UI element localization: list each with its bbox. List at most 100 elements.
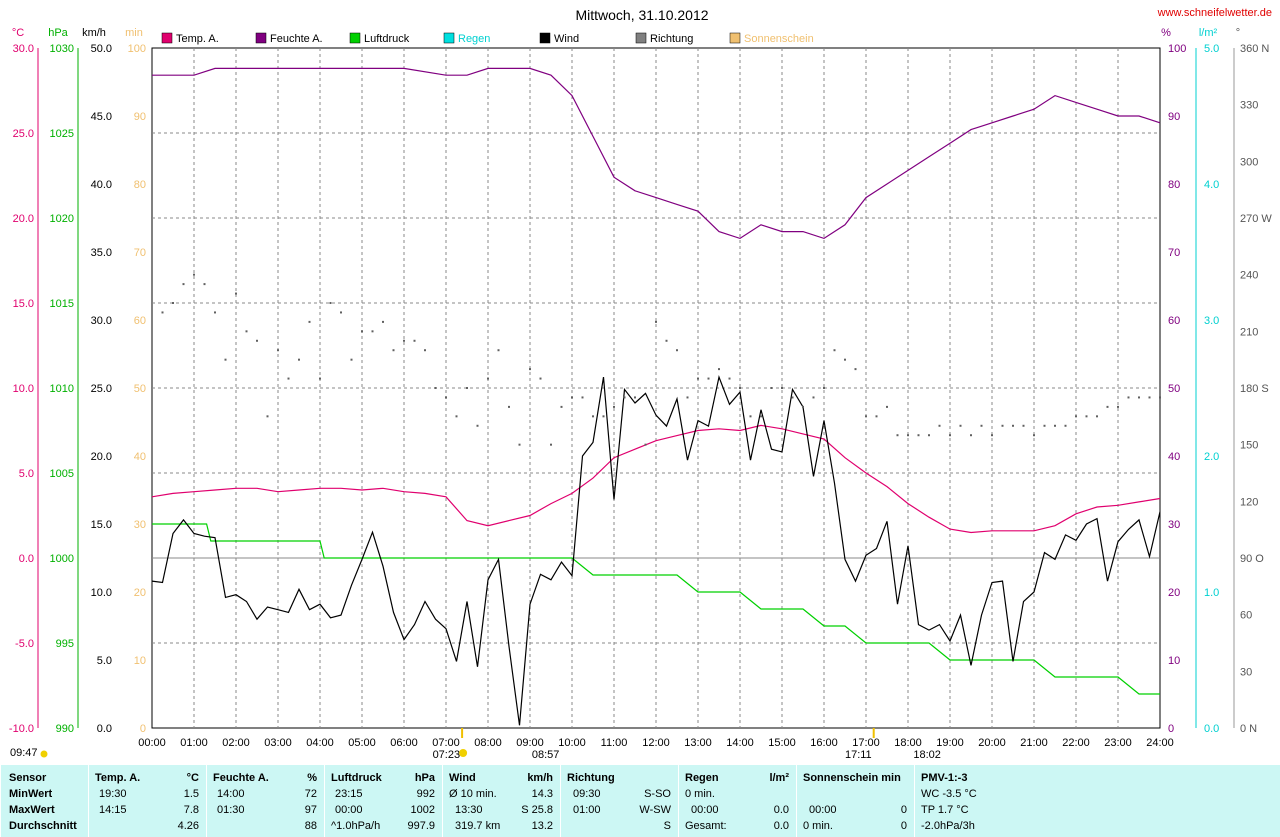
direction-point	[277, 349, 279, 352]
dir-avg: S	[663, 820, 671, 832]
direction-point	[970, 434, 972, 437]
direction-point	[1096, 415, 1098, 418]
rain-duration: 0 min.	[685, 788, 715, 800]
rain-max-time: 00:00	[691, 804, 719, 816]
unit-wind: km/h	[82, 27, 106, 39]
humidity-tick-label: 10	[1168, 655, 1180, 667]
time-tick-label: 23:00	[1104, 737, 1132, 749]
col-humidity: Feuchte A. % 14:00 01:30 72 97 88	[206, 765, 325, 837]
sun-tick-label: 20	[134, 587, 146, 599]
direction-point	[193, 273, 195, 276]
legend-swatch	[443, 32, 455, 44]
direction-point	[1138, 396, 1140, 399]
direction-point	[329, 302, 332, 304]
direction-point	[844, 358, 846, 361]
unit-temp: °C	[12, 27, 24, 39]
direction-point	[392, 349, 395, 352]
time-tick-label: 24:00	[1146, 737, 1174, 749]
sun-tick-label: 90	[134, 111, 146, 123]
dir-max-time: 01:00	[573, 804, 601, 816]
col-pressure: Luftdruck hPa 23:15 00:00 ^1.0hPa/h 992 …	[324, 765, 443, 837]
hum-min: 72	[304, 788, 317, 800]
wind-tick-label: 30.0	[91, 315, 112, 327]
sun-tick-label: 70	[134, 247, 146, 259]
rain-tick-label: 5.0	[1204, 43, 1219, 55]
sunrise-time: 07:23	[433, 749, 461, 761]
direction-point	[161, 311, 164, 314]
hum-min-time: 14:00	[217, 788, 245, 800]
legend-label: Sonnenschein	[744, 33, 814, 45]
rain-total-label: Gesamt:	[685, 820, 727, 832]
direction-point	[256, 339, 258, 342]
direction-point	[319, 377, 321, 380]
direction-point	[655, 320, 657, 323]
chart-title: Mittwoch, 31.10.2012	[575, 7, 708, 23]
direction-point	[571, 396, 573, 399]
direction-point	[634, 396, 636, 399]
wind-tick-label: 15.0	[91, 519, 112, 531]
time-tick-label: 09:00	[516, 737, 544, 749]
row-max: MaxWert	[9, 804, 55, 816]
direction-point	[875, 415, 878, 418]
press-avg: 997.9	[407, 820, 435, 832]
temperature-line	[151, 424, 1161, 534]
hdr-temp: Temp. A.	[95, 772, 141, 784]
sun-tick-label: 50	[134, 383, 146, 395]
direction-point	[1085, 415, 1088, 418]
rain-tick-label: 3.0	[1204, 315, 1219, 327]
direction-point	[602, 415, 605, 418]
press-max: 1002	[410, 804, 435, 816]
unit-humidity: %	[307, 772, 317, 784]
pmv-pressure-trend: -2.0hPa/3h	[921, 820, 975, 832]
rain-tick-label: 1.0	[1204, 587, 1219, 599]
direction-point	[424, 349, 426, 352]
pressure-tick-label: 1005	[50, 468, 74, 480]
time-tick-label: 02:00	[222, 737, 250, 749]
direction-point	[550, 443, 552, 446]
direction-tick-label: 300	[1240, 156, 1258, 168]
noon-time: 08:57	[532, 749, 560, 761]
legend-swatch	[729, 32, 741, 44]
direction-point	[781, 387, 783, 389]
direction-point	[487, 377, 489, 380]
pressure-tick-label: 1020	[50, 213, 74, 225]
legend-label: Richtung	[650, 33, 693, 45]
direction-tick-label: 180 S	[1240, 383, 1269, 395]
direction-point	[980, 424, 983, 427]
sun-tick-label: 40	[134, 451, 146, 463]
wind-tick-label: 45.0	[91, 111, 112, 123]
sunshine-start-time: 09:47	[10, 747, 38, 759]
press-trend: ^1.0hPa/h	[331, 820, 381, 832]
direction-point	[707, 377, 710, 380]
wind-distance: 319.7 km	[455, 820, 501, 832]
temp-min: 1.5	[183, 788, 199, 800]
direction-point	[854, 368, 857, 371]
direction-point	[455, 415, 458, 418]
direction-point	[413, 339, 416, 342]
direction-point	[1127, 396, 1130, 399]
wind-tick-label: 10.0	[91, 587, 112, 599]
dir-min: S-SO	[644, 788, 671, 800]
sun-total: 0	[900, 820, 907, 832]
direction-point	[749, 415, 752, 418]
direction-point	[214, 311, 216, 314]
direction-point	[1001, 424, 1004, 427]
col-wind: Wind km/h Ø 10 min. 13:30 319.7 km 14.3 …	[442, 765, 561, 837]
site-url: www.schneifelwetter.de	[1157, 7, 1272, 19]
direction-point	[1148, 396, 1151, 399]
press-max-time: 00:00	[335, 804, 363, 816]
direction-point	[539, 377, 542, 380]
sun-max-time: 00:00	[809, 804, 837, 816]
time-tick-label: 19:00	[936, 737, 964, 749]
unit-temp: °C	[186, 772, 199, 784]
sun-small-icon	[40, 750, 48, 758]
unit-wind: km/h	[527, 772, 553, 784]
direction-tick-label: 360 N	[1240, 43, 1269, 55]
pressure-tick-label: 1000	[50, 553, 74, 565]
time-tick-label: 00:00	[138, 737, 166, 749]
row-min: MinWert	[9, 788, 53, 800]
rain-tick-label: 0.0	[1204, 723, 1219, 735]
humidity-tick-label: 60	[1168, 315, 1180, 327]
col-pmv: PMV-1:-3 WC -3.5 °C TP 1.7 °C -2.0hPa/3h	[914, 765, 1035, 837]
direction-point	[907, 434, 909, 437]
